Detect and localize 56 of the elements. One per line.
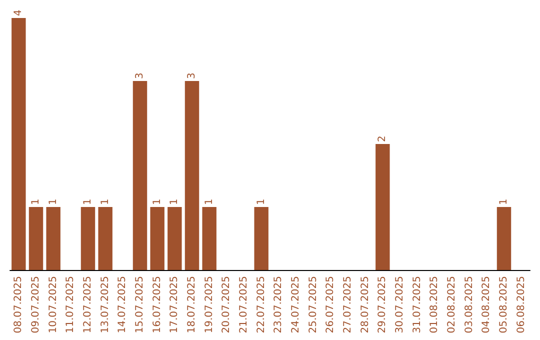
data-label: 4	[13, 10, 24, 16]
bar	[168, 207, 182, 270]
x-tick-label: 11.07.2025	[65, 276, 76, 334]
data-label: 1	[498, 198, 510, 205]
x-tick-label: 12.07.2025	[82, 276, 94, 334]
data-label: 1	[204, 198, 215, 205]
x-tick-label: 19.07.2025	[204, 276, 215, 334]
bar	[376, 144, 390, 270]
x-tick-label: 28.07.2025	[360, 276, 371, 334]
x-tick-label: 01.08.2025	[429, 276, 440, 334]
bar	[28, 207, 44, 270]
data-label: 1	[82, 198, 94, 205]
bar	[254, 207, 268, 270]
bar	[46, 207, 60, 270]
x-tick-label: 30.07.2025	[394, 276, 406, 334]
x-tick-label: 15.07.2025	[134, 276, 146, 334]
data-label: 1	[30, 198, 42, 205]
x-tick-label: 05.08.2025	[498, 276, 510, 334]
bar	[12, 18, 26, 270]
x-tick-label: 17.07.2025	[169, 276, 180, 334]
data-label: 2	[377, 136, 388, 142]
x-tick-label: 04.08.2025	[481, 276, 492, 334]
x-tick-label: 10.07.2025	[48, 276, 59, 334]
x-tick-label: 16.07.2025	[152, 276, 163, 334]
data-label: 1	[152, 198, 163, 205]
bar	[202, 207, 216, 270]
bar	[150, 207, 164, 270]
data-label: 1	[256, 198, 267, 205]
x-tick-label: 21.07.2025	[238, 276, 250, 334]
x-tick-label: 24.07.2025	[290, 276, 302, 334]
x-tick-label: 18.07.2025	[186, 276, 198, 334]
data-label: 3	[186, 72, 198, 79]
bar	[98, 207, 112, 270]
x-tick-label: 02.08.2025	[446, 276, 458, 334]
x-tick-label: 20.07.2025	[221, 276, 232, 334]
bar	[184, 81, 200, 270]
x-tick-label: 22.07.2025	[256, 276, 267, 334]
x-tick-label: 09.07.2025	[30, 276, 42, 334]
bar	[496, 207, 512, 270]
x-tick-label: 13.07.2025	[100, 276, 111, 334]
x-tick-label: 08.07.2025	[13, 276, 24, 334]
bar	[80, 207, 96, 270]
x-tick-label: 14.07.2025	[117, 276, 128, 334]
data-label: 3	[134, 72, 146, 79]
bar	[132, 81, 148, 270]
x-tick-label: 27.07.2025	[342, 276, 354, 334]
x-tick-label: 26.07.2025	[325, 276, 336, 334]
x-tick-label: 29.07.2025	[377, 276, 388, 334]
x-tick-label: 23.07.2025	[273, 276, 284, 334]
x-tick-label: 06.08.2025	[516, 276, 527, 334]
x-tick-label: 25.07.2025	[308, 276, 319, 334]
x-tick-label: 31.07.2025	[412, 276, 423, 334]
data-label: 1	[48, 198, 59, 205]
data-label: 1	[169, 198, 180, 205]
x-tick-label: 03.08.2025	[464, 276, 475, 334]
data-label: 1	[100, 198, 111, 205]
